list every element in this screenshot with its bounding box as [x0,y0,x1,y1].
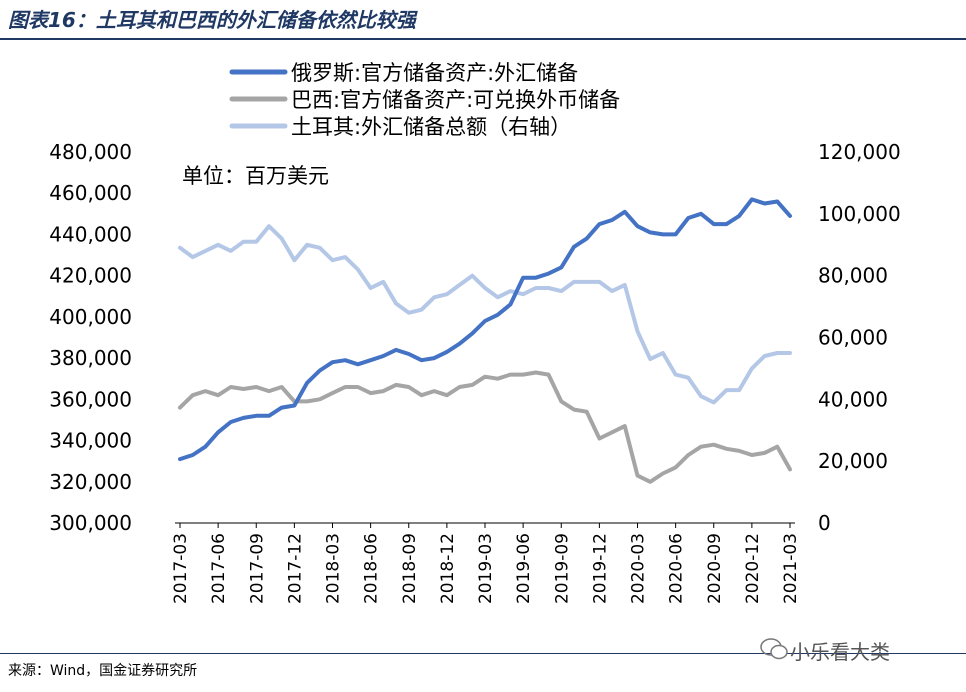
legend: 俄罗斯:官方储备资产:外汇储备巴西:官方储备资产:可兑换外币储备土耳其:外汇储备… [229,61,620,139]
x-axis: 2017-03 2017-06 2017-09 2017-12 2018-03 2018-… [171,522,801,604]
series-line-2 [178,224,792,405]
y-right-tick-label: 40,000 [818,387,888,411]
x-tick-label: 2020-09 [705,533,725,604]
y-right-tick-label: 0 [818,511,831,535]
x-tick-label: 2018-03 [324,533,344,604]
y-left-tick-label: 380,000 [49,346,132,370]
series-line-1 [178,370,792,484]
series-group [178,197,792,484]
x-tick-label: 2019-12 [590,533,610,604]
series-line-0 [178,197,792,462]
x-tick-label: 2019-03 [476,533,496,604]
y-axis-right: 0 20,000 40,000 60,000 80,000 100,000 120,000 [818,140,901,535]
watermark: 小乐看大类 [790,640,890,664]
y-right-tick-label: 100,000 [818,202,901,226]
x-tick-label: 2017-09 [247,533,267,604]
y-left-tick-label: 440,000 [49,222,132,246]
x-tick-label: 2021-03 [781,533,801,604]
y-left-tick-label: 340,000 [49,429,132,453]
wechat-icon [760,638,788,660]
y-left-tick-label: 320,000 [49,470,132,494]
unit-label: 单位：百万美元 [182,164,329,188]
x-tick-label: 2017-12 [285,533,305,604]
y-left-tick-label: 460,000 [49,181,132,205]
x-tick-label: 2020-06 [667,533,687,604]
x-tick-label: 2019-06 [514,533,534,604]
footer-rule [0,653,966,654]
legend-label: 土耳其:外汇储备总额（右轴） [291,115,571,139]
y-left-tick-label: 420,000 [49,264,132,288]
y-right-tick-label: 120,000 [818,140,901,164]
x-tick-label: 2020-03 [629,533,649,604]
source-note: 来源：Wind，国金证券研究所 [8,663,198,679]
x-tick-label: 2017-06 [209,533,229,604]
line-chart: 俄罗斯:官方储备资产:外汇储备巴西:官方储备资产:可兑换外币储备土耳其:外汇储备… [49,61,901,604]
x-tick-label: 2018-12 [438,533,458,604]
y-right-tick-label: 80,000 [818,264,888,288]
y-left-tick-label: 400,000 [49,305,132,329]
title-rule [0,38,966,40]
figure-title: 图表16：土耳其和巴西的外汇储备依然比较强 [8,8,416,32]
x-tick-label: 2017-03 [171,533,191,604]
y-right-tick-label: 60,000 [818,326,888,350]
y-left-tick-label: 360,000 [49,387,132,411]
y-left-tick-label: 480,000 [49,140,132,164]
y-left-tick-label: 300,000 [49,511,132,535]
x-tick-label: 2018-09 [400,533,420,604]
legend-label: 俄罗斯:官方储备资产:外汇储备 [291,61,578,85]
y-axis-left: 300,000 320,000 340,000 360,000 380,000 400,0… [49,140,132,535]
x-tick-label: 2020-12 [743,533,763,604]
legend-label: 巴西:官方储备资产:可兑换外币储备 [291,88,620,112]
x-tick-label: 2019-09 [552,533,572,604]
x-tick-label: 2018-06 [362,533,382,604]
y-right-tick-label: 20,000 [818,449,888,473]
